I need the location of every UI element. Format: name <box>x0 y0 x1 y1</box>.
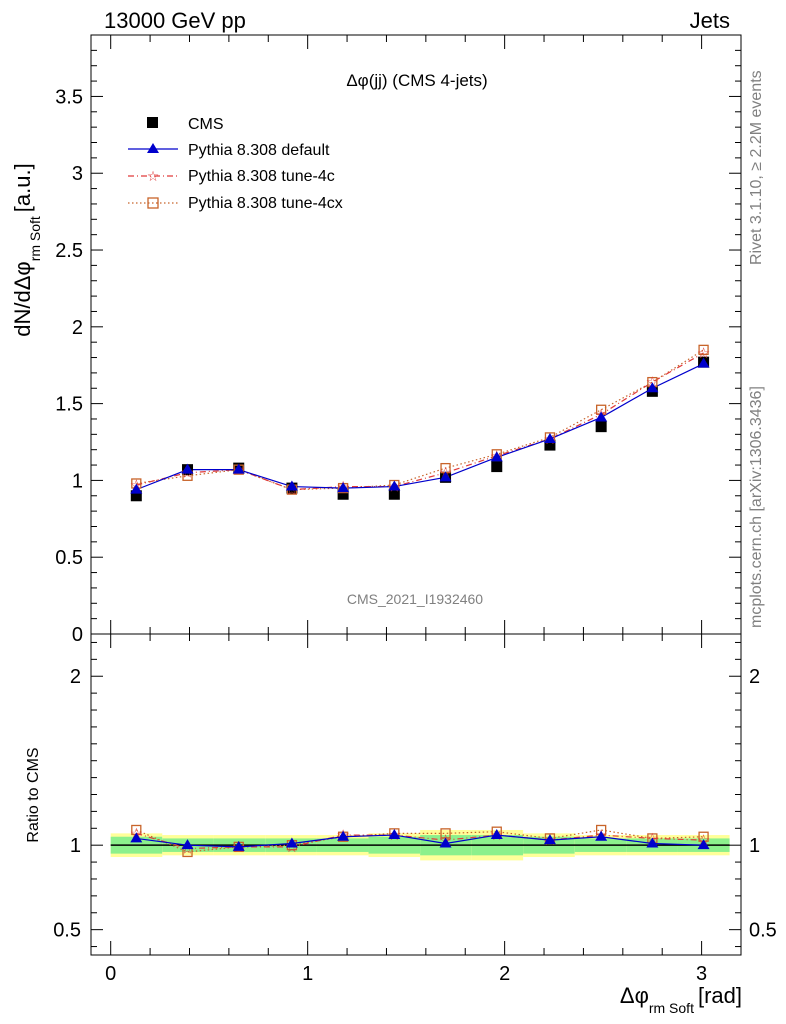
main-ytick-label: 0.5 <box>55 547 83 569</box>
mc-point-1 <box>285 480 298 491</box>
ratio-point-0 <box>130 832 143 843</box>
cms-point <box>337 488 349 500</box>
ratio-ytick-label: 2 <box>70 666 81 688</box>
svg-text:Δφrm Soft[rad]: Δφrm Soft [rad] <box>620 983 742 1016</box>
main-ylabel: dN/dΔφrm Soft [a.u.] <box>10 163 43 336</box>
legend-label-tune4cx: Pythia 8.308 tune-4cx <box>188 195 343 212</box>
ratio-panel-data: ☆☆☆☆☆☆☆☆☆☆☆☆ <box>130 824 711 857</box>
legend-entry-tune4cx: Pythia 8.308 tune-4cx <box>128 195 343 212</box>
mc-point-2: ☆ <box>697 344 710 362</box>
energy-label: 13000 GeV pp <box>104 8 246 33</box>
main-ytick-label: 3.5 <box>55 86 83 108</box>
mc-point-1 <box>232 463 245 474</box>
mcplots-label: mcplots.cern.ch [arXiv:1306.3436] <box>748 386 765 628</box>
series-line-1 <box>136 363 704 491</box>
main-ytick-label: 0 <box>72 624 83 646</box>
main-ytick-label: 1 <box>72 470 83 492</box>
main-ytick-label: 2 <box>72 317 83 339</box>
legend-marker-tune4cx <box>147 197 159 209</box>
mc-point-2: ☆ <box>646 373 659 391</box>
axes-ticks: 0 0.5 1 1.5 2 2.5 3 3.5 0.5 0.5 1 1 2 2 0 1 2 3 <box>53 35 777 985</box>
main-ytick-label: 2.5 <box>55 240 83 262</box>
main-ylabel-sub: rm Soft <box>27 216 43 261</box>
ratio-ylabel: Ratio to CMS <box>25 747 42 842</box>
main-ytick-label: 1.5 <box>55 394 83 416</box>
ratio-point-0 <box>337 830 350 841</box>
xtick-label: 0 <box>105 963 116 985</box>
legend-label-default: Pythia 8.308 default <box>188 142 330 159</box>
rivet-label: Rivet 3.1.10, ≥ 2.2M events <box>748 70 765 265</box>
category-label: Jets <box>690 8 730 33</box>
legend-label-tune4c: Pythia 8.308 tune-4c <box>188 168 335 185</box>
cms-point <box>595 421 607 433</box>
xtick-label: 1 <box>302 963 313 985</box>
ratio-point-0 <box>232 840 245 851</box>
ratio-point-0 <box>646 837 659 848</box>
ratio-point-0 <box>285 837 298 848</box>
x-label-text: Δφ <box>620 983 649 1008</box>
ratio-ytick-label-right: 0.5 <box>749 920 777 942</box>
xtick-label: 2 <box>499 963 510 985</box>
ratio-ytick-label: 0.5 <box>53 920 81 942</box>
main-ytick-label: 3 <box>72 163 83 185</box>
mc-point-3 <box>698 344 709 356</box>
ratio-point-0 <box>388 829 401 840</box>
analysis-watermark: CMS_2021_I1932460 <box>347 591 483 607</box>
cms-point <box>388 488 400 500</box>
legend: CMS Pythia 8.308 default ☆ Pythia 8.308 … <box>128 116 343 212</box>
ratio-line-0 <box>136 834 704 848</box>
legend-marker-default <box>147 143 159 153</box>
ratio-point-0 <box>181 839 194 850</box>
ratio-point-0 <box>543 834 556 845</box>
main-ylabel-unit: [a.u.] <box>10 163 35 212</box>
ratio-ytick-label: 1 <box>70 835 81 857</box>
cms-point <box>130 490 142 502</box>
x-axis-label: Δφrm Soft [rad] <box>620 983 742 1016</box>
ratio-frame <box>90 633 742 956</box>
ratio-point-0 <box>490 829 503 840</box>
ratio-point-0 <box>697 839 710 850</box>
x-label-unit: [rad] <box>698 983 742 1008</box>
mc-point-1 <box>181 463 194 474</box>
mc-point-1 <box>388 480 401 491</box>
mc-point-1 <box>130 483 143 494</box>
mc-point-1 <box>490 451 503 462</box>
svg-text:dN/dΔφrm Soft[a.u.]: dN/dΔφrm Soft [a.u.] <box>10 163 43 336</box>
main-ylabel-text: dN/dΔφ <box>10 261 35 336</box>
ratio-line-2 <box>136 829 704 853</box>
plot-title: Δφ(jj) (CMS 4-jets) <box>346 71 487 90</box>
ratio-point-0 <box>595 830 608 841</box>
legend-marker-cms <box>147 117 158 128</box>
mc-point-1 <box>697 357 710 368</box>
xtick-label: 3 <box>696 963 707 985</box>
mc-point-1 <box>439 471 452 482</box>
ratio-ytick-label-right: 1 <box>749 835 760 857</box>
legend-entry-default: Pythia 8.308 default <box>128 142 330 159</box>
mc-point-1 <box>337 482 350 493</box>
cms-point <box>491 461 503 473</box>
ratio-ytick-label-right: 2 <box>749 666 760 688</box>
x-label-sub: rm Soft <box>649 1000 694 1016</box>
mc-point-1 <box>646 382 659 393</box>
main-panel-data: ☆☆☆☆☆☆☆☆☆☆☆☆ <box>130 344 710 502</box>
mc-point-1 <box>595 411 608 422</box>
cms-point <box>544 439 556 451</box>
legend-entry-cms: CMS <box>147 116 224 133</box>
legend-label-cms: CMS <box>188 116 224 133</box>
legend-marker-tune4c: ☆ <box>147 169 160 185</box>
ratio-uncertainty-bands <box>110 829 730 861</box>
mc-point-1 <box>543 432 556 443</box>
series-line-3 <box>136 349 704 491</box>
legend-entry-tune4c: ☆ Pythia 8.308 tune-4c <box>128 168 335 185</box>
ratio-point-0 <box>439 837 452 848</box>
